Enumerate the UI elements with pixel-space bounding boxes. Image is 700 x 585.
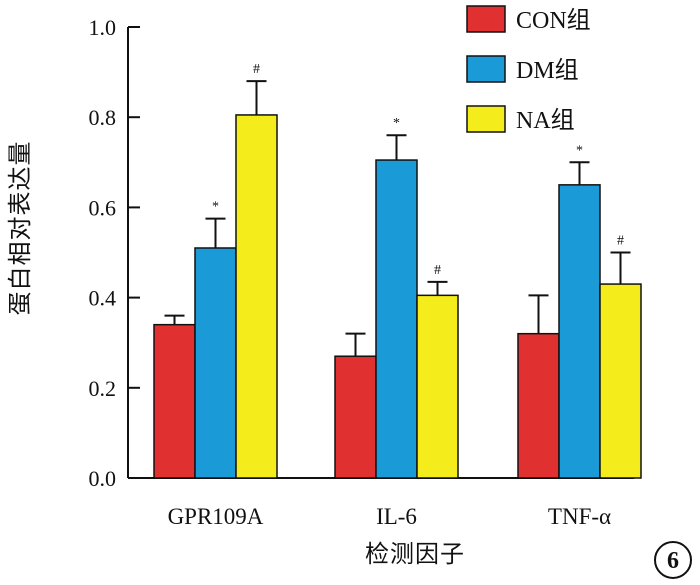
- x-axis-label: 检测因子: [365, 541, 465, 568]
- significance-mark: *: [212, 200, 219, 215]
- significance-mark: #: [253, 62, 260, 77]
- y-tick-label: 0.4: [89, 286, 117, 311]
- significance-mark: *: [576, 143, 583, 158]
- panel-label-text: 6: [667, 548, 679, 574]
- bar: [375, 159, 418, 479]
- significance-mark: *: [393, 116, 400, 131]
- panel-label-circle: [654, 541, 692, 579]
- legend-label: CON组: [516, 7, 591, 34]
- x-category-label: GPR109A: [168, 504, 264, 529]
- panel-label: 6: [654, 541, 692, 579]
- x-axis: GPR109A IL-6 TNF-α: [128, 477, 634, 529]
- bar: [517, 332, 560, 479]
- bar: [194, 247, 237, 479]
- bar: [558, 184, 601, 479]
- significance-mark: #: [617, 234, 624, 249]
- legend-swatch: [466, 105, 506, 133]
- bar: [153, 323, 196, 479]
- legend-label: NA组: [516, 107, 575, 134]
- x-category-label: TNF-α: [548, 504, 611, 529]
- x-category-label: IL-6: [376, 504, 417, 529]
- bar: [235, 114, 278, 479]
- legend-swatch: [466, 55, 506, 83]
- significance-mark: #: [434, 263, 441, 278]
- y-tick-label: 0.6: [89, 195, 117, 220]
- y-axis: 0.0 0.2 0.4 0.6 0.8 1.0: [89, 15, 140, 491]
- legend-label: DM组: [516, 57, 579, 84]
- y-tick-label: 0.2: [89, 376, 117, 401]
- bars-group: * # * # * #: [153, 62, 642, 479]
- bar: [599, 283, 642, 479]
- y-tick-label: 0.8: [89, 105, 117, 130]
- legend-swatch: [466, 5, 506, 33]
- y-tick-label: 1.0: [89, 15, 117, 40]
- y-axis-label: 蛋白相对表达量: [7, 141, 34, 316]
- bar: [334, 355, 377, 479]
- bar: [416, 294, 459, 479]
- legend: CON组 DM组 NA组: [466, 5, 591, 134]
- y-tick-label: 0.0: [89, 466, 117, 491]
